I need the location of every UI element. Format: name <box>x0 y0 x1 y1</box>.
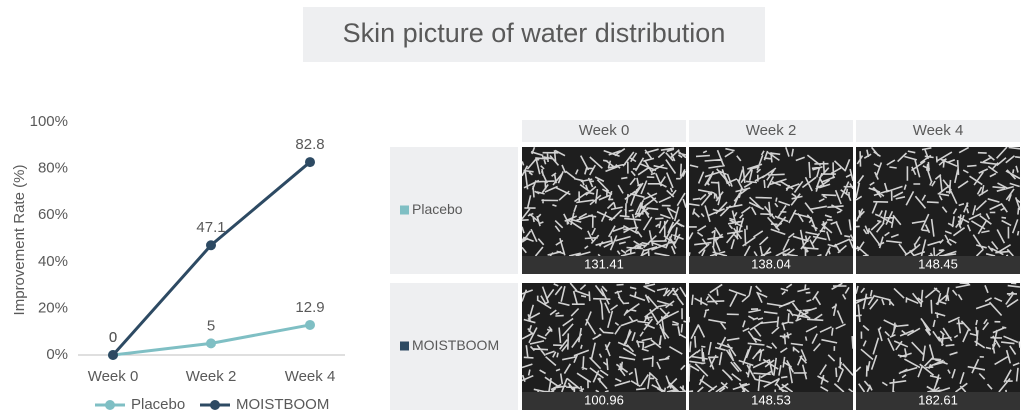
value-bar <box>522 256 686 274</box>
data-label: 82.8 <box>295 136 324 153</box>
data-point <box>108 350 118 360</box>
row-header <box>390 147 518 274</box>
image-value: 148.53 <box>751 392 791 407</box>
value-bar <box>689 392 853 410</box>
title-box <box>303 7 765 62</box>
x-tick-label: Week 0 <box>88 368 139 385</box>
x-tick-label: Week 2 <box>186 368 237 385</box>
value-bar <box>856 392 1020 410</box>
legend-marker <box>105 400 115 410</box>
texture-strokes <box>688 146 854 257</box>
data-point <box>305 319 315 330</box>
data-point <box>206 240 216 251</box>
x-tick-label: Week 4 <box>285 368 336 385</box>
image-value: 182.61 <box>918 392 958 407</box>
row-label: Placebo <box>412 201 463 217</box>
y-tick-label: 40% <box>38 253 68 270</box>
texture-strokes <box>521 146 687 257</box>
y-tick-label: 60% <box>38 206 68 223</box>
image-value: 138.04 <box>751 256 791 271</box>
legend-label: Placebo <box>131 396 185 413</box>
skin-texture <box>521 282 687 393</box>
column-header <box>856 120 1020 142</box>
skin-texture <box>855 282 1021 393</box>
value-bar <box>689 256 853 274</box>
texture-strokes <box>855 146 1021 257</box>
y-axis-label: Improvement Rate (%) <box>11 165 28 316</box>
value-bar <box>522 392 686 410</box>
legend-label: MOISTBOOM <box>236 396 329 413</box>
y-tick-label: 20% <box>38 299 68 316</box>
row-label: MOISTBOOM <box>412 337 499 353</box>
data-label: 5 <box>207 317 215 334</box>
skin-texture <box>688 146 854 257</box>
y-tick-label: 80% <box>38 160 68 177</box>
row-header <box>390 283 518 410</box>
image-value: 131.41 <box>584 256 624 271</box>
skin-image <box>522 147 686 256</box>
data-label: 0 <box>109 329 117 346</box>
texture-strokes <box>521 282 687 393</box>
texture-strokes <box>688 282 854 393</box>
column-label: Week 0 <box>579 122 630 139</box>
data-label: 47.1 <box>196 219 225 236</box>
y-tick-label: 100% <box>30 113 68 130</box>
column-header <box>522 120 686 142</box>
data-point <box>305 157 315 168</box>
row-swatch <box>400 205 409 215</box>
texture-strokes <box>855 282 1021 393</box>
image-value: 148.45 <box>918 256 958 271</box>
data-label: 12.9 <box>295 299 324 316</box>
value-bar <box>856 256 1020 274</box>
column-header <box>689 120 853 142</box>
skin-texture <box>521 146 687 257</box>
title: Skin picture of water distribution <box>343 18 726 48</box>
skin-texture <box>688 282 854 393</box>
column-label: Week 4 <box>913 122 964 139</box>
image-value: 100.96 <box>584 392 624 407</box>
legend-marker <box>210 400 220 410</box>
column-label: Week 2 <box>746 122 797 139</box>
y-tick-label: 0% <box>46 346 68 363</box>
data-label: 0 <box>109 329 117 346</box>
row-swatch <box>400 341 409 351</box>
skin-texture <box>855 146 1021 257</box>
data-point <box>206 338 216 349</box>
